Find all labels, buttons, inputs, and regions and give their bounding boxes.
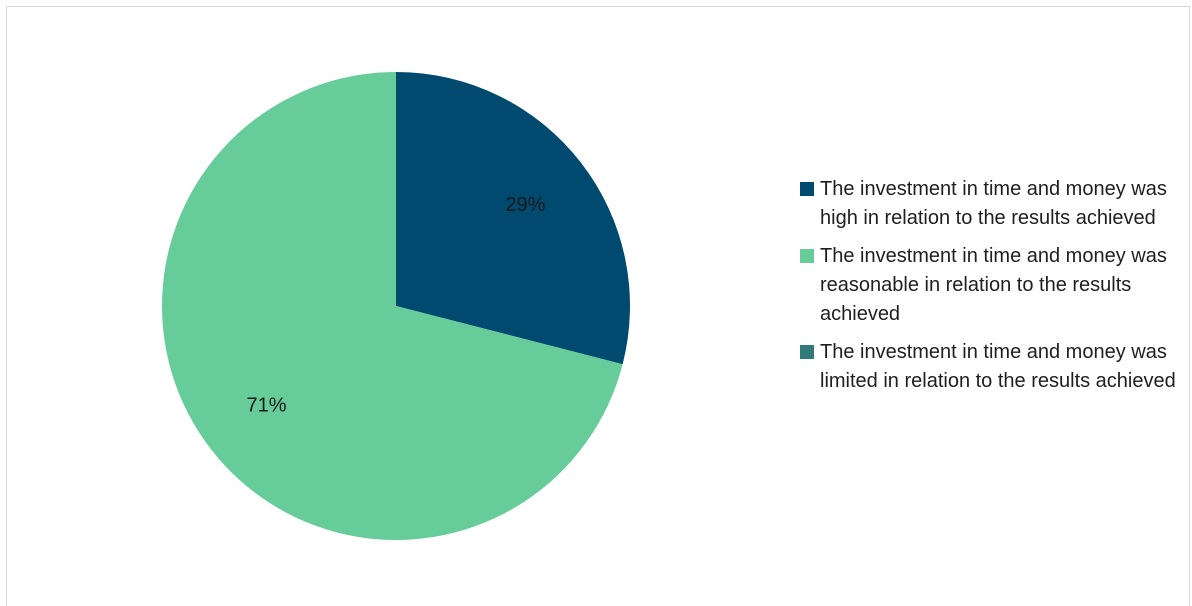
legend-item-high: The investment in time and money was hig…: [800, 175, 1180, 233]
legend-item-limited: The investment in time and money was lim…: [800, 338, 1180, 396]
pie-slice-reasonable: [162, 72, 623, 540]
legend-swatch-limited: [800, 345, 814, 359]
pie-slice-high: [396, 72, 630, 365]
pie-data-labels: 29% 71%: [247, 194, 546, 417]
data-label-high: 29%: [505, 194, 545, 216]
legend-label-high: The investment in time and money was hig…: [820, 178, 1167, 229]
legend-item-reasonable: The investment in time and money was rea…: [800, 242, 1180, 329]
pie-slices: [162, 72, 630, 540]
legend: The investment in time and money was hig…: [800, 175, 1190, 405]
legend-label-limited: The investment in time and money was lim…: [820, 341, 1176, 392]
legend-swatch-high: [800, 182, 814, 196]
legend-swatch-reasonable: [800, 249, 814, 263]
legend-label-reasonable: The investment in time and money was rea…: [820, 245, 1167, 325]
data-label-reasonable: 71%: [247, 395, 287, 417]
